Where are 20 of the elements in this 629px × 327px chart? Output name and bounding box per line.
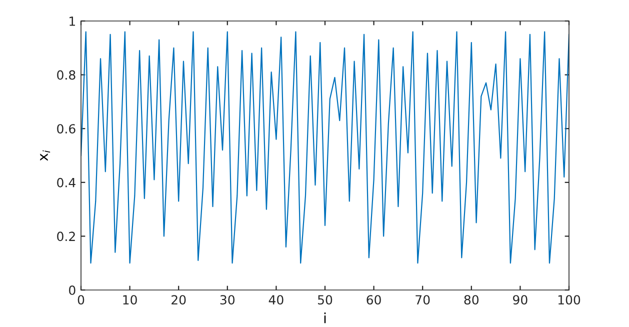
- x-tick-label: 20: [172, 295, 186, 305]
- x-tick-label: 80: [464, 295, 479, 305]
- y-tick-label: 1: [70, 16, 75, 26]
- x-tick-label: 10: [123, 295, 137, 305]
- x-tick-label: 40: [268, 295, 284, 305]
- x-tick-label: 70: [416, 295, 430, 305]
- y-axis-title: x$_{i}$: [40, 150, 50, 161]
- x-tick-label: 90: [513, 295, 528, 305]
- y-tick-label: 0.6: [57, 124, 76, 134]
- y-tick-label: 0: [69, 285, 76, 295]
- x-tick-label: 0: [78, 295, 84, 305]
- x-tick-label: 50: [318, 295, 332, 305]
- line-series: [81, 31, 569, 264]
- x-axis-title: i: [324, 312, 326, 324]
- x-tick-label: 30: [220, 295, 235, 305]
- y-tick-label: 0.8: [57, 70, 76, 80]
- x-tick-label: 60: [366, 295, 381, 305]
- y-tick-label: 0.4: [57, 178, 76, 188]
- y-tick-label: 0.2: [57, 232, 75, 242]
- x-tick-label: 100: [558, 295, 580, 305]
